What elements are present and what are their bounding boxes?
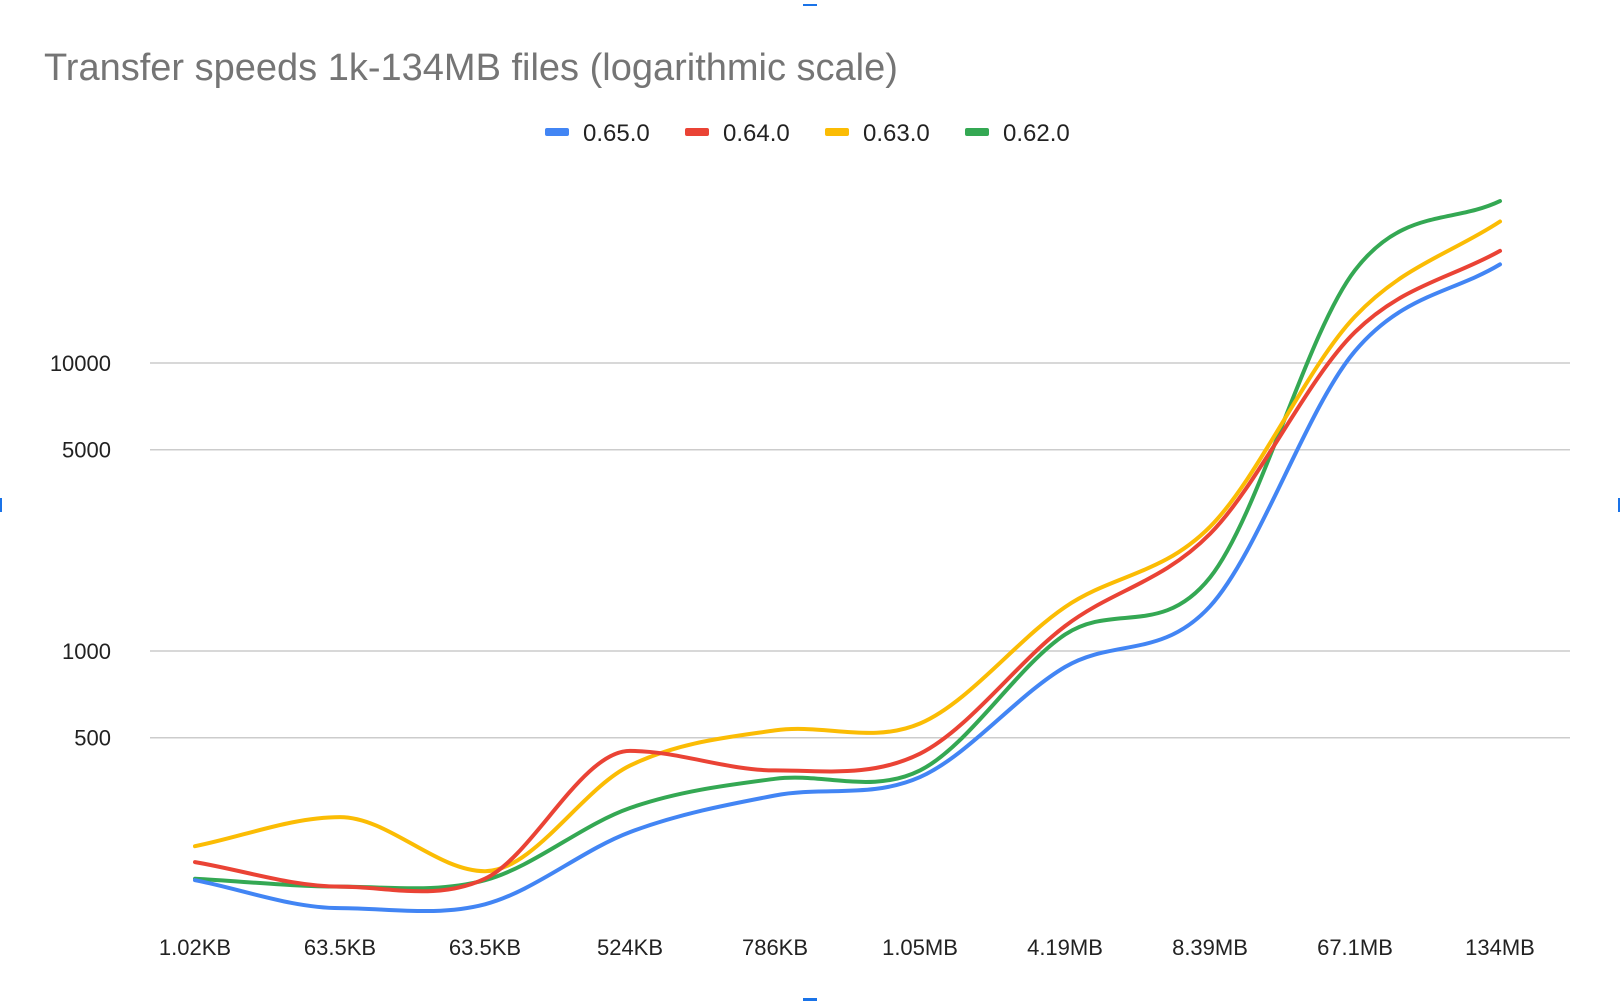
y-tick-label: 500 bbox=[74, 726, 111, 751]
series-line-0-62-0 bbox=[193, 199, 1502, 891]
frame-handle-left bbox=[0, 498, 2, 512]
legend-label: 0.64.0 bbox=[723, 120, 790, 147]
x-tick-label: 8.39MB bbox=[1172, 935, 1248, 960]
legend: 0.65.0 0.64.0 0.63.0 0.62.0 bbox=[545, 120, 1070, 147]
y-tick-label: 5000 bbox=[62, 438, 111, 463]
x-tick-label: 786KB bbox=[742, 935, 808, 960]
series-group bbox=[193, 199, 1502, 914]
grid bbox=[150, 362, 1570, 739]
x-tick-label: 1.02KB bbox=[159, 935, 231, 960]
x-tick-label: 524KB bbox=[597, 935, 663, 960]
x-axis: 1.02KB 63.5KB 63.5KB 524KB 786KB 1.05MB 4.19MB… bbox=[159, 935, 1535, 960]
chart-title: Transfer speeds 1k-134MB files (logarith… bbox=[44, 47, 898, 89]
x-tick-label: 63.5KB bbox=[449, 935, 521, 960]
legend-label: 0.63.0 bbox=[863, 120, 930, 147]
frame-handle-right bbox=[1618, 498, 1620, 512]
legend-swatch bbox=[825, 128, 849, 136]
y-tick-label: 1000 bbox=[62, 639, 111, 664]
x-tick-label: 134MB bbox=[1465, 935, 1535, 960]
legend-swatch bbox=[965, 128, 989, 136]
legend-label: 0.62.0 bbox=[1003, 120, 1070, 147]
x-tick-label: 63.5KB bbox=[304, 935, 376, 960]
frame-handle-bottom bbox=[803, 998, 817, 1001]
y-tick-label: 10000 bbox=[50, 351, 111, 376]
x-tick-label: 1.05MB bbox=[882, 935, 958, 960]
legend-label: 0.65.0 bbox=[583, 120, 650, 147]
series-line-0-63-0 bbox=[193, 219, 1502, 874]
x-tick-label: 4.19MB bbox=[1027, 935, 1103, 960]
series-line-0-64-0 bbox=[193, 248, 1502, 894]
frame-handle-top bbox=[803, 4, 817, 6]
series-line-0-65-0 bbox=[193, 262, 1502, 914]
y-axis: 500 1000 5000 10000 bbox=[50, 351, 111, 751]
legend-swatch bbox=[545, 128, 569, 136]
legend-swatch bbox=[685, 128, 709, 136]
x-tick-label: 67.1MB bbox=[1317, 935, 1393, 960]
